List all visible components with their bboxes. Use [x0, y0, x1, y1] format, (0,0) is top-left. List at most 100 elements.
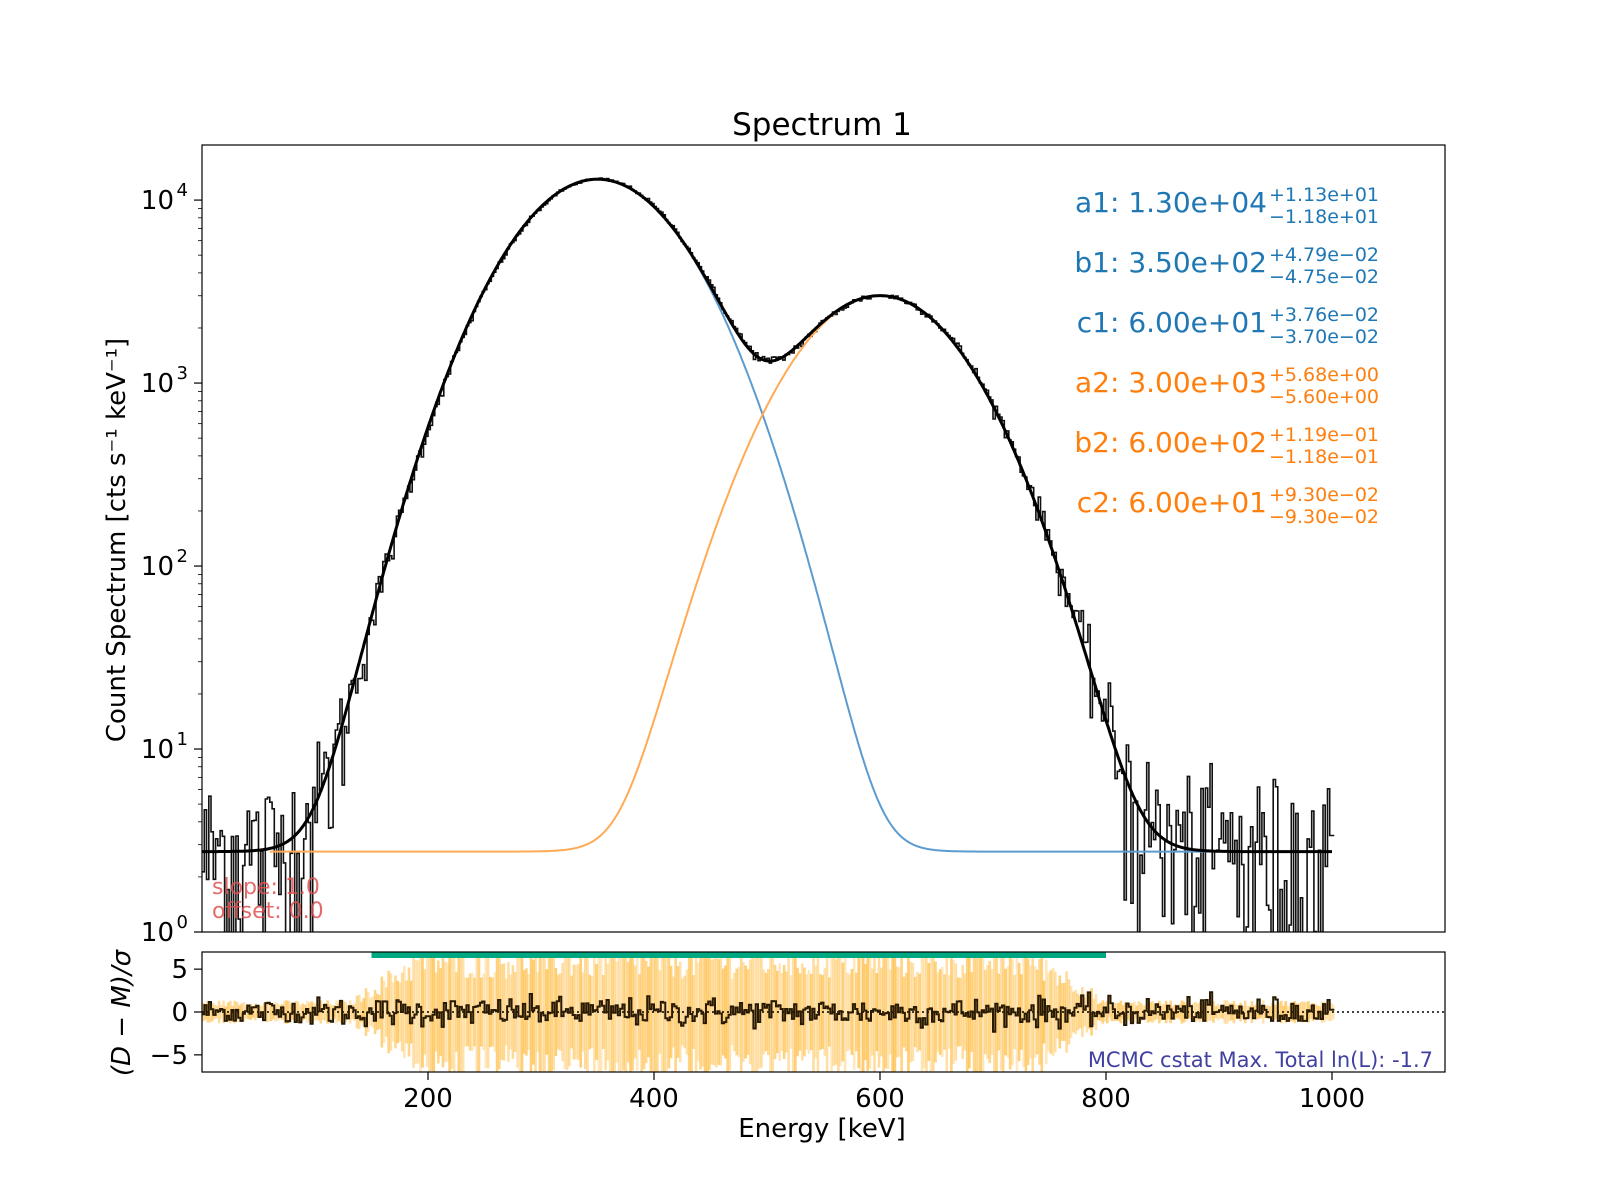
param-a2-upper-error: +5.68e+00: [1269, 364, 1379, 386]
posterior-band-streak: [823, 967, 827, 1057]
posterior-band-streak: [719, 958, 723, 1066]
posterior-band-streak: [450, 954, 454, 1070]
posterior-band-streak: [328, 1003, 332, 1021]
fit-range-bar: [371, 952, 1106, 958]
posterior-band-streak: [1119, 1000, 1123, 1024]
posterior-band-streak: [678, 961, 682, 1063]
posterior-band-streak: [1015, 953, 1019, 1072]
posterior-band-streak: [1219, 1005, 1222, 1019]
posterior-band-streak: [357, 994, 361, 1030]
posterior-band-streak: [1115, 1003, 1118, 1021]
posterior-band-streak: [220, 1004, 223, 1019]
param-c2-label: c2: 6.00e+01: [1077, 486, 1267, 519]
param-c2-lower-error: −9.30e−02: [1269, 506, 1379, 528]
posterior-band-streak: [344, 1002, 347, 1022]
posterior-band-streak: [1185, 1003, 1188, 1021]
y-tick-label: 10: [141, 186, 174, 216]
posterior-band-streak: [773, 964, 777, 1060]
posterior-band-streak: [1128, 1003, 1132, 1021]
posterior-band-streak: [834, 959, 838, 1065]
posterior-band-streak: [278, 1004, 282, 1020]
posterior-band-streak: [274, 1002, 277, 1022]
posterior-band-streak: [710, 959, 714, 1065]
spectrum-plot-area: [202, 177, 1335, 932]
posterior-band-streak: [654, 952, 657, 1072]
x-tick-label: 800: [1081, 1084, 1131, 1114]
posterior-band-streak: [843, 952, 847, 1072]
posterior-band-streak: [382, 980, 386, 1044]
posterior-band-streak: [1329, 1003, 1333, 1021]
posterior-band-streak: [1280, 1000, 1283, 1024]
y-tick-exponent: 2: [177, 546, 188, 567]
posterior-band-streak: [595, 964, 598, 1060]
posterior-band-streak: [1313, 1004, 1317, 1020]
posterior-band-streak: [335, 1000, 338, 1024]
posterior-band-streak: [1139, 1003, 1143, 1021]
y-tick-exponent: 3: [177, 363, 188, 384]
posterior-band-streak: [459, 952, 463, 1072]
param-a1-lower-error: −1.18e+01: [1269, 206, 1379, 228]
posterior-band-streak: [938, 969, 942, 1055]
posterior-band-streak: [333, 1005, 336, 1019]
posterior-band-streak: [999, 953, 1003, 1071]
posterior-band-streak: [803, 967, 806, 1057]
posterior-band-streak: [504, 978, 508, 1046]
residual-panel: −5 0 5 200 400 600 800 1000 (D − M)/σ Energy […: [107, 948, 1446, 1144]
posterior-band-streak: [950, 952, 953, 1072]
slope-label: slope: 1.0: [212, 875, 320, 900]
posterior-band-streak: [443, 961, 447, 1063]
y-tick-exponent: 1: [177, 729, 188, 750]
posterior-band-streak: [525, 968, 528, 1056]
posterior-band-streak: [1078, 995, 1082, 1029]
posterior-band-streak: [819, 974, 822, 1050]
y-tick-exponent: 0: [177, 912, 188, 933]
param-b2-upper-error: +1.19e−01: [1269, 424, 1379, 446]
posterior-band-streak: [473, 977, 476, 1047]
x-tick-label: 400: [629, 1084, 679, 1114]
posterior-band-streak: [1144, 1005, 1147, 1019]
posterior-band-streak: [909, 961, 912, 1063]
param-c1-lower-error: −3.70e−02: [1269, 326, 1379, 348]
posterior-band-streak: [963, 973, 967, 1051]
param-b2-label: b2: 6.00e+02: [1074, 426, 1267, 459]
x-axis-label: Energy [keV]: [738, 1114, 906, 1144]
posterior-band-streak: [430, 953, 433, 1071]
param-b1-lower-error: −4.75e−02: [1269, 266, 1379, 288]
posterior-band-streak: [922, 955, 926, 1069]
posterior-band-streak: [283, 1000, 286, 1024]
posterior-band-streak: [428, 952, 431, 1072]
x-tick-label: 1000: [1299, 1084, 1365, 1114]
posterior-band-streak: [1273, 1004, 1276, 1020]
param-a2-lower-error: −5.60e+00: [1269, 386, 1379, 408]
param-c1-label: c1: 6.00e+01: [1077, 306, 1267, 339]
posterior-band-streak: [285, 1000, 289, 1024]
y-tick-label: 10: [141, 918, 174, 948]
posterior-band-streak: [805, 974, 808, 1050]
posterior-band-streak: [685, 969, 689, 1055]
spectrum-y-axis-label: Count Spectrum [cts s⁻¹ keV⁻¹]: [102, 338, 132, 742]
posterior-band-streak: [875, 973, 879, 1052]
posterior-band-streak: [1205, 1001, 1208, 1023]
posterior-band-streak: [633, 965, 637, 1059]
posterior-band-streak: [640, 952, 643, 1072]
posterior-band-streak: [1298, 1003, 1301, 1021]
posterior-band-streak: [814, 965, 818, 1059]
posterior-band-streak: [475, 952, 479, 1072]
posterior-band-streak: [1020, 974, 1023, 1050]
residual-x-axis: 200 400 600 800 1000: [403, 1072, 1365, 1114]
param-b1-label: b1: 3.50e+02: [1074, 246, 1267, 279]
posterior-band-streak: [708, 953, 711, 1071]
posterior-band-streak: [409, 980, 413, 1044]
posterior-band-streak: [534, 952, 537, 1072]
posterior-band-streak: [1083, 997, 1086, 1027]
posterior-band-streak: [674, 952, 677, 1072]
posterior-band-streak: [1099, 1002, 1102, 1022]
posterior-band-streak: [624, 952, 628, 1072]
posterior-band-streak: [574, 964, 578, 1060]
y-tick-label: 10: [141, 369, 174, 399]
posterior-band-streak: [733, 972, 736, 1052]
posterior-band-streak: [480, 977, 483, 1047]
posterior-band-streak: [789, 975, 793, 1049]
